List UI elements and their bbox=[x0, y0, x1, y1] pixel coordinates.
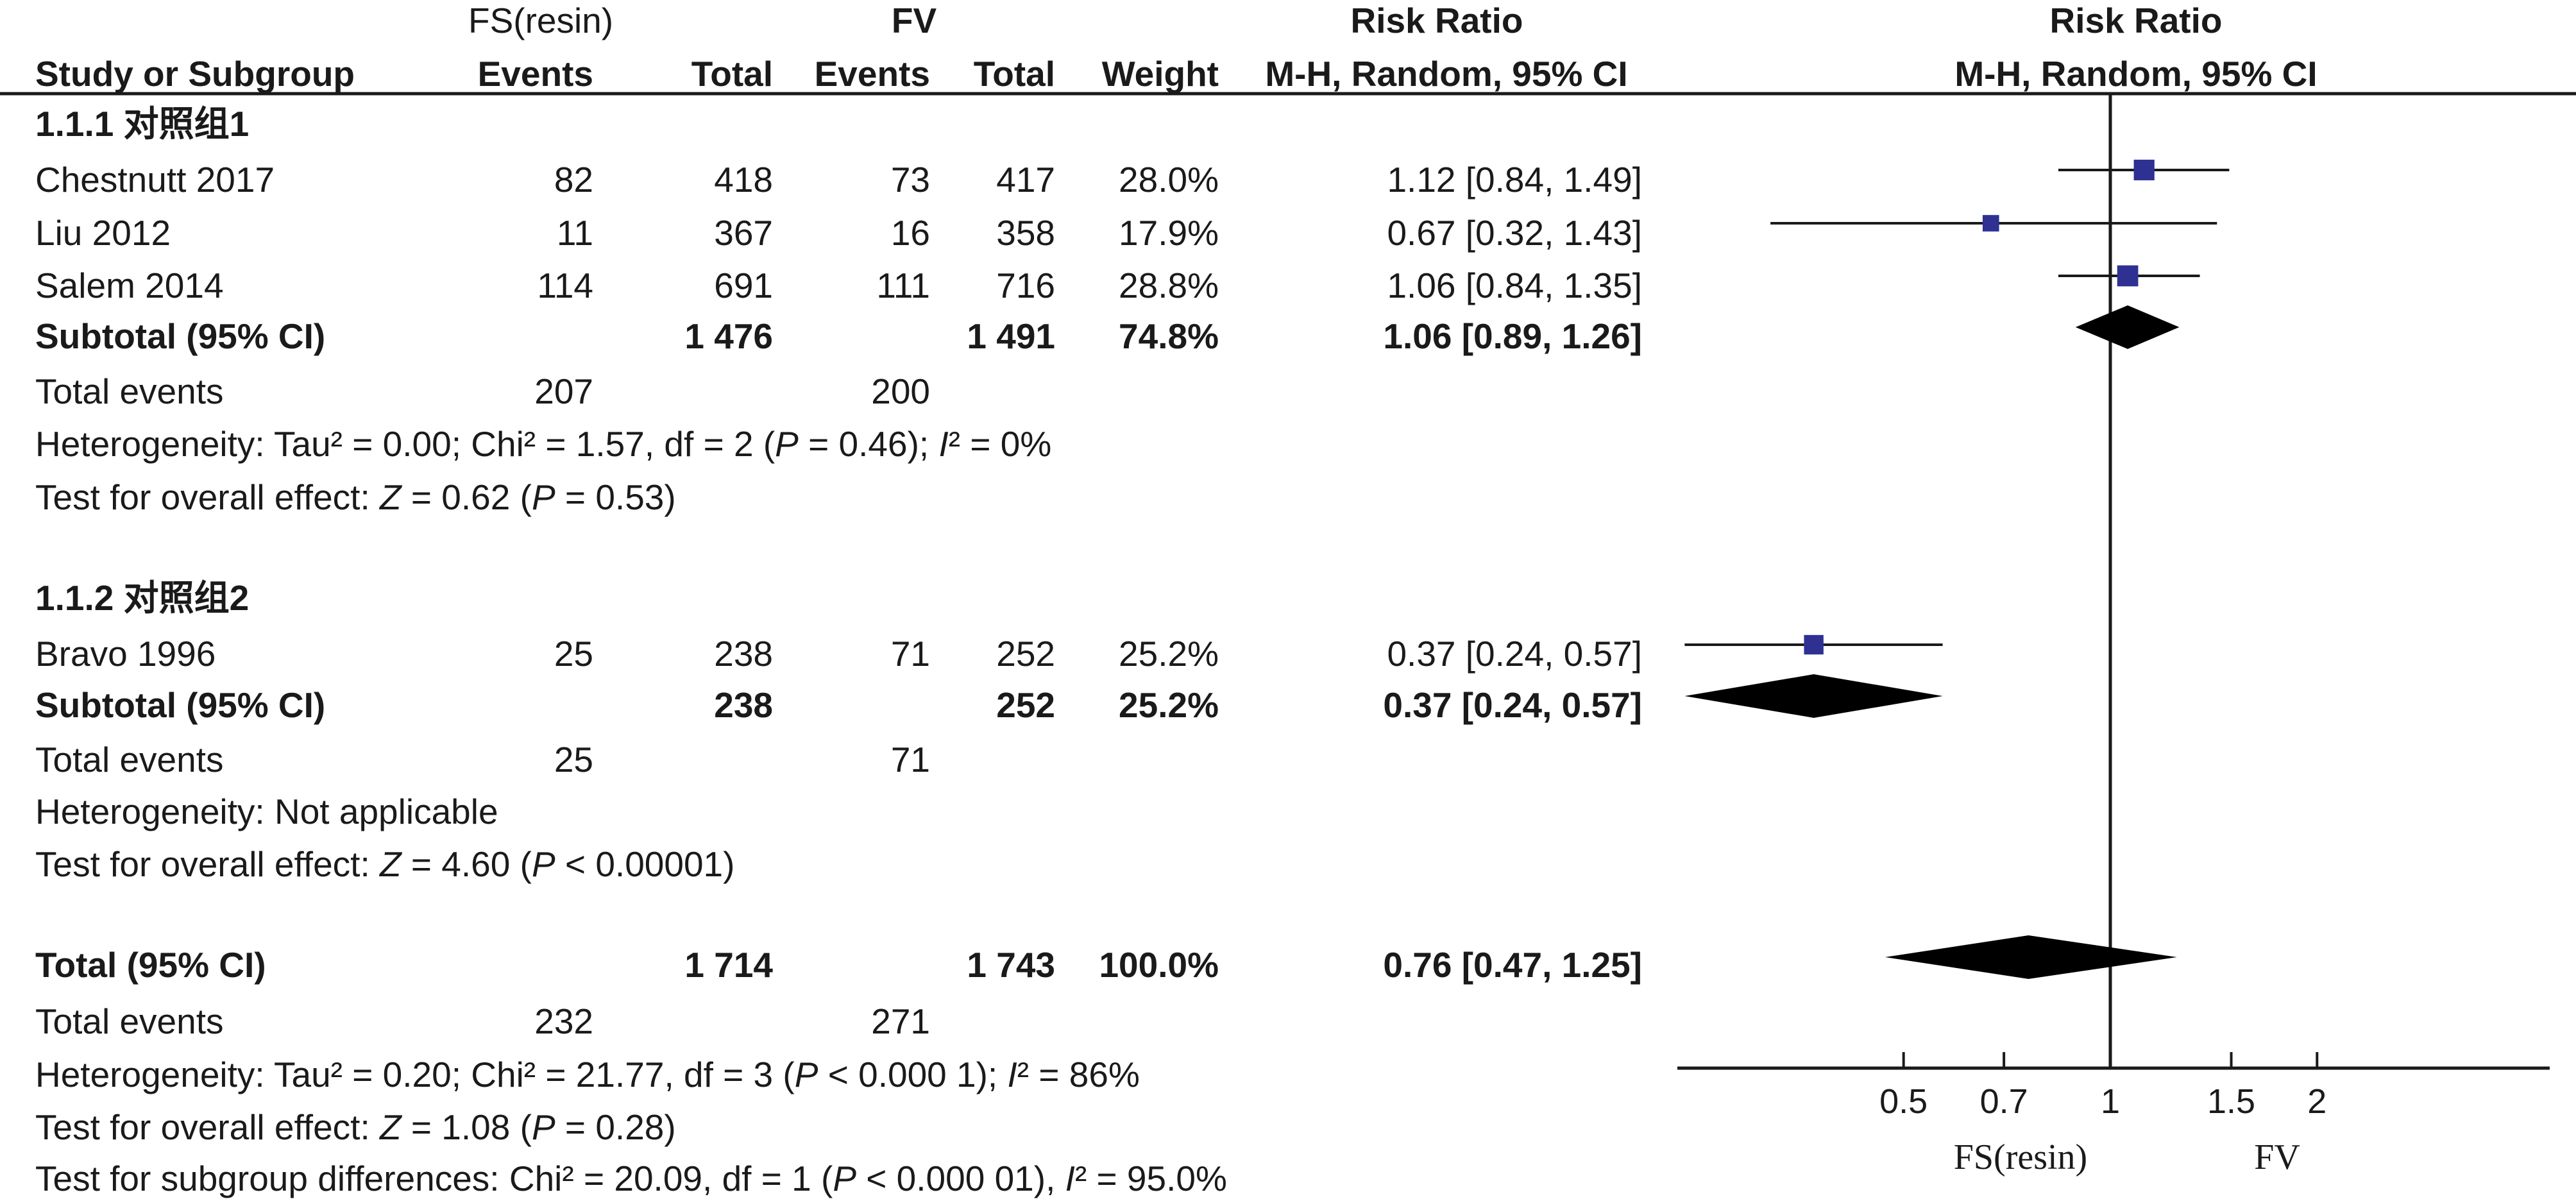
rr-header-method: M-H, Random, 95% CI bbox=[1265, 54, 1628, 94]
risk-ratio-ci: 0.67 [0.32, 1.43] bbox=[1387, 213, 1642, 253]
x-tick-label: 2 bbox=[2307, 1082, 2326, 1121]
subtotal-weight: 74.8% bbox=[1119, 316, 1219, 356]
total-ctrl: 252 bbox=[996, 634, 1055, 674]
subtotal-total-ctrl: 252 bbox=[996, 685, 1055, 725]
total-events-exp: 232 bbox=[534, 1001, 593, 1041]
subtotal-total-exp: 1 476 bbox=[684, 316, 773, 356]
study-name: Liu 2012 bbox=[35, 213, 171, 253]
total-events-ctrl: 271 bbox=[871, 1001, 930, 1041]
total-events-label: Total events bbox=[35, 740, 224, 779]
subtotal-weight: 25.2% bbox=[1119, 685, 1219, 725]
subtotal-label: Subtotal (95% CI) bbox=[35, 685, 326, 725]
heterogeneity-text: Heterogeneity: Tau² = 0.20; Chi² = 21.77… bbox=[35, 1055, 1140, 1094]
col-header-total2: Total bbox=[973, 54, 1055, 94]
x-tick-label: 1.5 bbox=[2207, 1082, 2255, 1121]
col-header-events2: Events bbox=[814, 54, 930, 94]
overall-effect-text: Test for overall effect: Z = 4.60 (P < 0… bbox=[35, 844, 735, 884]
group-header-ctrl: FV bbox=[891, 1, 937, 40]
total-events-ctrl: 200 bbox=[871, 371, 930, 411]
subgroup-label: 1.1.1 对照组1 bbox=[35, 104, 250, 144]
x-axis-ticks: 0.5 0.7 1 1.5 2 bbox=[1879, 1052, 2326, 1121]
col-header-study: Study or Subgroup bbox=[35, 54, 355, 94]
risk-ratio-ci: 1.12 [0.84, 1.49] bbox=[1387, 160, 1642, 200]
plot-header-method: M-H, Random, 95% CI bbox=[1954, 54, 2318, 94]
risk-ratio-ci: 0.37 [0.24, 0.57] bbox=[1387, 634, 1642, 674]
x-tick-label: 0.7 bbox=[1980, 1082, 2028, 1121]
events-exp: 82 bbox=[554, 160, 593, 200]
risk-ratio-ci: 1.06 [0.84, 1.35] bbox=[1387, 266, 1642, 305]
summary-diamond bbox=[1684, 674, 1943, 718]
total-label: Total (95% CI) bbox=[35, 945, 266, 985]
study-marker bbox=[1982, 215, 1999, 232]
total-events-exp: 25 bbox=[554, 740, 593, 779]
summary-diamond bbox=[2075, 305, 2180, 349]
plot-header-title: Risk Ratio bbox=[2049, 1, 2223, 40]
total-exp: 418 bbox=[714, 160, 773, 200]
subgroup-differences-text: Test for subgroup differences: Chi² = 20… bbox=[35, 1159, 1227, 1198]
study-name: Chestnutt 2017 bbox=[35, 160, 275, 200]
x-tick-label: 1 bbox=[2101, 1082, 2120, 1121]
total-events-exp: 207 bbox=[534, 371, 593, 411]
subtotal-total-exp: 238 bbox=[714, 685, 773, 725]
total-exp: 691 bbox=[714, 266, 773, 305]
events-ctrl: 73 bbox=[890, 160, 930, 200]
study-marker bbox=[2133, 159, 2155, 181]
total-ci: 0.76 [0.47, 1.25] bbox=[1383, 945, 1642, 985]
subtotal-ci: 1.06 [0.89, 1.26] bbox=[1383, 316, 1642, 356]
weight: 25.2% bbox=[1119, 634, 1219, 674]
subtotal-ci: 0.37 [0.24, 0.57] bbox=[1383, 685, 1642, 725]
total-ctrl: 358 bbox=[996, 213, 1055, 253]
events-exp: 25 bbox=[554, 634, 593, 674]
col-header-events1: Events bbox=[477, 54, 593, 94]
total-total-exp: 1 714 bbox=[684, 945, 773, 985]
favours-left-label: FS(resin) bbox=[1954, 1137, 2087, 1177]
total-exp: 367 bbox=[714, 213, 773, 253]
weight: 28.0% bbox=[1119, 160, 1219, 200]
subtotal-total-ctrl: 1 491 bbox=[967, 316, 1055, 356]
subgroup-label: 1.1.2 对照组2 bbox=[35, 578, 250, 618]
events-exp: 114 bbox=[537, 266, 593, 305]
subtotal-label: Subtotal (95% CI) bbox=[35, 316, 326, 356]
events-ctrl: 111 bbox=[876, 266, 930, 305]
total-total-ctrl: 1 743 bbox=[967, 945, 1055, 985]
group-header-exp: FS(resin) bbox=[468, 1, 614, 40]
rr-header-title: Risk Ratio bbox=[1350, 1, 1523, 40]
total-weight: 100.0% bbox=[1099, 945, 1219, 985]
col-header-total1: Total bbox=[691, 54, 773, 94]
events-exp: 11 bbox=[556, 213, 593, 253]
col-header-weight: Weight bbox=[1101, 54, 1219, 94]
total-ctrl: 716 bbox=[996, 266, 1055, 305]
weight: 17.9% bbox=[1119, 213, 1219, 253]
overall-effect-text: Test for overall effect: Z = 1.08 (P = 0… bbox=[35, 1107, 676, 1147]
study-name: Bravo 1996 bbox=[35, 634, 216, 674]
overall-effect-text: Test for overall effect: Z = 0.62 (P = 0… bbox=[35, 477, 676, 517]
total-events-label: Total events bbox=[35, 1001, 224, 1041]
heterogeneity-text: Heterogeneity: Not applicable bbox=[35, 792, 498, 831]
study-marker bbox=[1804, 634, 1824, 655]
plot-marks bbox=[1684, 159, 2230, 979]
x-tick-label: 0.5 bbox=[1879, 1082, 1928, 1121]
total-ctrl: 417 bbox=[996, 160, 1055, 200]
events-ctrl: 71 bbox=[890, 634, 930, 674]
summary-diamond bbox=[1885, 935, 2177, 979]
study-marker bbox=[2117, 265, 2139, 287]
weight: 28.8% bbox=[1119, 266, 1219, 305]
favours-right-label: FV bbox=[2254, 1137, 2300, 1177]
total-events-ctrl: 71 bbox=[890, 740, 930, 779]
events-ctrl: 16 bbox=[890, 213, 930, 253]
study-name: Salem 2014 bbox=[35, 266, 224, 305]
total-exp: 238 bbox=[714, 634, 773, 674]
heterogeneity-text: Heterogeneity: Tau² = 0.00; Chi² = 1.57,… bbox=[35, 424, 1052, 464]
total-events-label: Total events bbox=[35, 371, 224, 411]
